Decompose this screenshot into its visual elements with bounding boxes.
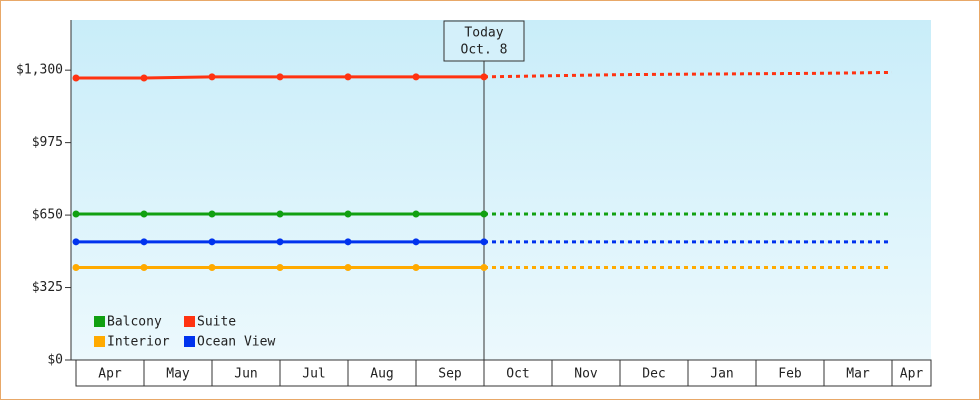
x-tick-label: Oct	[506, 367, 529, 382]
data-point	[412, 73, 420, 81]
data-point	[480, 263, 488, 271]
data-point	[72, 74, 80, 82]
x-category-box	[279, 359, 349, 387]
legend-label: Ocean View	[197, 335, 275, 350]
data-point	[276, 210, 284, 218]
x-category-box	[891, 359, 932, 387]
x-tick-label: May	[166, 367, 190, 382]
data-point	[140, 74, 148, 82]
data-point	[140, 238, 148, 246]
x-tick-label: Sep	[438, 367, 462, 382]
x-category-box	[75, 359, 145, 387]
data-point	[480, 238, 488, 246]
data-point	[480, 210, 488, 218]
data-point	[72, 210, 80, 218]
data-point	[208, 238, 216, 246]
x-tick-label: Jan	[710, 367, 733, 382]
legend-label: Balcony	[107, 315, 162, 330]
x-category-box	[755, 359, 825, 387]
data-point	[208, 210, 216, 218]
x-category-box	[211, 359, 281, 387]
today-date: Oct. 8	[461, 43, 508, 58]
x-tick-label: Nov	[574, 367, 598, 382]
data-point	[208, 73, 216, 81]
legend-label: Suite	[197, 315, 236, 330]
x-category-box	[347, 359, 417, 387]
data-point	[72, 238, 80, 246]
legend-swatch	[94, 336, 105, 347]
x-category-box	[619, 359, 689, 387]
data-point	[140, 263, 148, 271]
data-point	[276, 238, 284, 246]
legend-swatch	[184, 336, 195, 347]
y-tick-label: $1,300	[16, 63, 63, 78]
legend-label: Interior	[107, 335, 170, 350]
x-tick-label: Apr	[900, 367, 924, 382]
data-point	[412, 238, 420, 246]
x-category-box	[143, 359, 213, 387]
data-point	[208, 263, 216, 271]
x-tick-label: Feb	[778, 367, 802, 382]
today-label: Today	[464, 26, 503, 41]
data-point	[480, 73, 488, 81]
data-point	[412, 210, 420, 218]
data-point	[276, 73, 284, 81]
today-box	[443, 20, 525, 62]
x-tick-label: Mar	[846, 367, 870, 382]
data-point	[344, 238, 352, 246]
data-point	[140, 210, 148, 218]
data-point	[72, 263, 80, 271]
y-tick-label: $650	[32, 208, 63, 223]
x-tick-label: Jun	[234, 367, 257, 382]
x-tick-label: Dec	[642, 367, 665, 382]
data-point	[412, 263, 420, 271]
data-point	[344, 263, 352, 271]
y-tick-label: $325	[32, 280, 63, 295]
y-tick-label: $0	[47, 353, 63, 368]
x-category-box	[415, 359, 485, 387]
legend-swatch	[94, 316, 105, 327]
data-point	[344, 210, 352, 218]
y-tick-label: $975	[32, 135, 63, 150]
x-tick-label: Aug	[370, 367, 393, 382]
data-point	[344, 73, 352, 81]
legend-swatch	[184, 316, 195, 327]
x-tick-label: Jul	[302, 367, 325, 382]
x-tick-label: Apr	[98, 367, 122, 382]
plot-area	[71, 20, 931, 360]
data-point	[276, 263, 284, 271]
